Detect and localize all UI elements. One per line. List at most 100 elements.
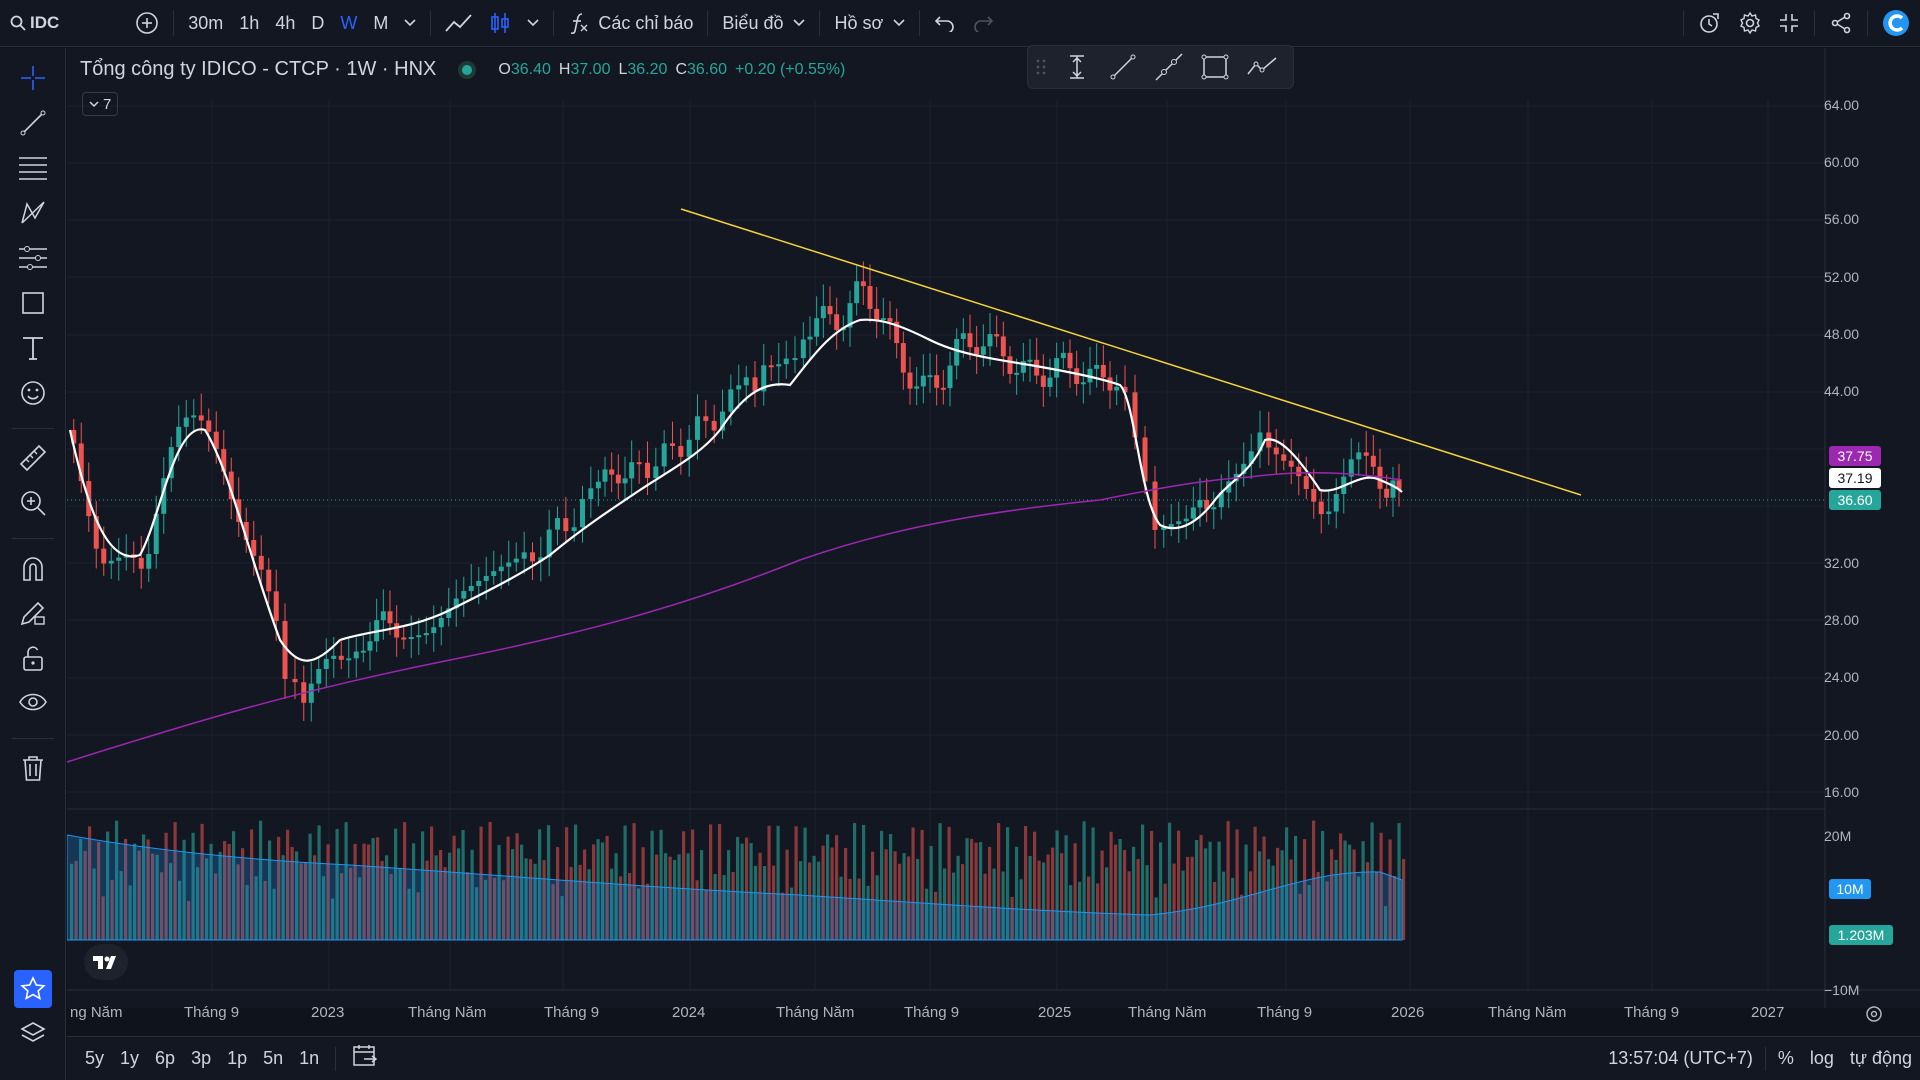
volume-bar: [938, 823, 942, 940]
candle-body: [546, 529, 552, 558]
redo-button[interactable]: [964, 6, 1002, 40]
candle-chart-button[interactable]: [481, 6, 519, 40]
interval-4h[interactable]: 4h: [275, 12, 296, 33]
volume-bar: [1226, 821, 1230, 940]
indicators-button[interactable]: Các chỉ báo: [560, 6, 701, 40]
volume-bar: [619, 876, 623, 940]
symbol-search[interactable]: IDC: [0, 6, 67, 40]
candle-body: [954, 338, 960, 366]
axis-settings-icon[interactable]: [1864, 1004, 1884, 1024]
volume-bar: [1051, 847, 1055, 940]
quick-search-button[interactable]: [1690, 6, 1730, 40]
forecast-tool[interactable]: [13, 240, 53, 276]
range-3m[interactable]: 3p: [191, 1048, 212, 1068]
undo-button[interactable]: [926, 6, 964, 40]
candle-body: [1168, 524, 1174, 528]
interval-dropdown[interactable]: [396, 6, 424, 40]
chart-menu-button[interactable]: Biểu đồ: [714, 6, 813, 40]
auto-scale-toggle[interactable]: tự động: [1849, 1048, 1912, 1068]
close-key: C: [675, 60, 687, 78]
chart-type-dropdown[interactable]: [519, 6, 547, 40]
profile-menu-button[interactable]: Hồ sơ: [826, 6, 913, 40]
path-tool-icon[interactable]: [1246, 52, 1278, 82]
time-tick: ng Năm: [70, 1004, 123, 1021]
favorites-button[interactable]: [14, 970, 52, 1008]
delete-drawings-tool[interactable]: [13, 750, 53, 786]
range-1m[interactable]: 1p: [227, 1048, 248, 1068]
crosshair-tool[interactable]: [13, 60, 53, 96]
add-symbol-button[interactable]: [127, 6, 167, 40]
go-to-date-button[interactable]: [344, 1044, 386, 1073]
percent-toggle[interactable]: %: [1777, 1048, 1794, 1068]
volume-bar: [1015, 846, 1019, 940]
fib-tool[interactable]: [13, 150, 53, 186]
trend-line-tool[interactable]: [13, 105, 53, 141]
symbol-title[interactable]: Tổng công ty IDICO - CTCP · 1W · HNX: [80, 58, 437, 80]
settings-button[interactable]: [1730, 6, 1770, 40]
volume-bar: [623, 825, 627, 940]
zoom-tool[interactable]: [13, 485, 53, 521]
magnet-tool[interactable]: [13, 550, 53, 586]
candle-body: [920, 375, 926, 387]
drawing-toolbar: [0, 48, 66, 1080]
shape-tool[interactable]: [13, 285, 53, 321]
range-5y[interactable]: 5y: [85, 1048, 105, 1068]
text-tool[interactable]: [13, 330, 53, 366]
date-price-range-icon[interactable]: [1062, 52, 1092, 82]
range-1d[interactable]: 1n: [299, 1048, 320, 1068]
volume-bar: [452, 835, 456, 940]
indicators-label: Các chỉ báo: [598, 12, 694, 33]
volume-bar: [169, 863, 173, 940]
interval-1h[interactable]: 1h: [239, 12, 260, 33]
indicators-toggle[interactable]: 7: [82, 92, 119, 116]
chart-canvas[interactable]: [67, 48, 1920, 1008]
range-6m[interactable]: 6p: [155, 1048, 176, 1068]
share-button[interactable]: [1821, 6, 1861, 40]
log-toggle[interactable]: log: [1809, 1048, 1834, 1068]
keep-drawing-tool[interactable]: [13, 595, 53, 631]
interval-w[interactable]: W: [340, 12, 358, 33]
line-chart-icon: [445, 14, 473, 32]
interval-d[interactable]: D: [311, 12, 325, 33]
line-chart-button[interactable]: [437, 6, 481, 40]
chart-pane[interactable]: [67, 48, 1920, 1008]
measure-tool[interactable]: [13, 440, 53, 476]
candle-body: [138, 557, 144, 569]
volume-bar: [164, 832, 168, 940]
range-1y[interactable]: 1y: [120, 1048, 140, 1068]
candle-body: [198, 415, 204, 421]
ray-tool-icon[interactable]: [1154, 52, 1184, 82]
candle-body: [468, 585, 474, 592]
interval-30m[interactable]: 30m: [188, 12, 224, 33]
interval-m[interactable]: M: [373, 12, 389, 33]
object-tree-button[interactable]: [13, 1016, 53, 1052]
volume-bar: [1204, 848, 1208, 940]
volume-bar: [344, 822, 348, 940]
volume-bar: [862, 824, 866, 940]
volume-bar: [988, 846, 992, 940]
volume-bar: [844, 847, 848, 940]
candle-body: [446, 608, 452, 618]
tradingview-logo[interactable]: [84, 944, 128, 980]
hide-drawings-tool[interactable]: [13, 685, 53, 721]
volume-bar: [1078, 881, 1082, 940]
volume-bar: [565, 827, 569, 940]
candle-body: [1067, 352, 1073, 369]
range-5d[interactable]: 5n: [263, 1048, 284, 1068]
lock-drawings-tool[interactable]: [13, 640, 53, 676]
volume-bar: [1006, 827, 1010, 940]
candle-body: [394, 623, 400, 638]
candle-body: [571, 527, 577, 532]
drag-handle-icon[interactable]: [1036, 58, 1046, 76]
volume-bar: [295, 851, 299, 940]
price-tick: 16.00: [1824, 784, 1860, 800]
pattern-tool[interactable]: [13, 195, 53, 231]
emoji-tool[interactable]: [13, 375, 53, 411]
clock-timezone[interactable]: 13:57:04 (UTC+7): [1608, 1048, 1753, 1068]
volume-bar: [574, 824, 578, 940]
rectangle-tool-icon[interactable]: [1200, 52, 1230, 82]
line-tool-icon[interactable]: [1108, 52, 1138, 82]
fullscreen-button[interactable]: [1770, 6, 1808, 40]
ma-short-price-tag: 37.19: [1829, 468, 1881, 488]
candle-body: [636, 462, 642, 465]
